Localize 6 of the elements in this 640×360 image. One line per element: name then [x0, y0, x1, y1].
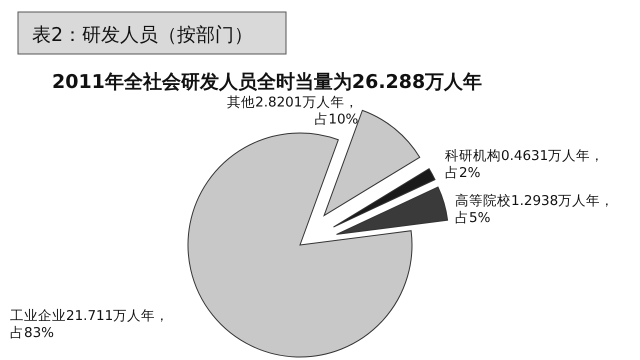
- slice-label: 工业企业21.711万人年，占83%: [10, 308, 170, 341]
- slice-label: 其他2.8201万人年，占10%: [227, 94, 359, 128]
- chart-title: 表2：研发人员（按部门）: [32, 24, 254, 46]
- chart-subtitle: 2011年全社会研发人员全时当量为26.288万人年: [52, 71, 482, 93]
- slice-label: 高等院校1.2938万人年，占5%: [455, 193, 614, 226]
- slice-label: 科研机构0.4631万人年，占2%: [445, 148, 604, 181]
